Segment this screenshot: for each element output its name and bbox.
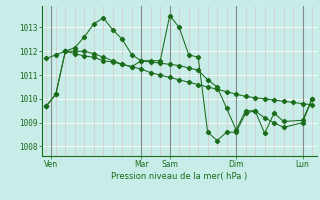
X-axis label: Pression niveau de la mer( hPa ): Pression niveau de la mer( hPa ) bbox=[111, 172, 247, 181]
